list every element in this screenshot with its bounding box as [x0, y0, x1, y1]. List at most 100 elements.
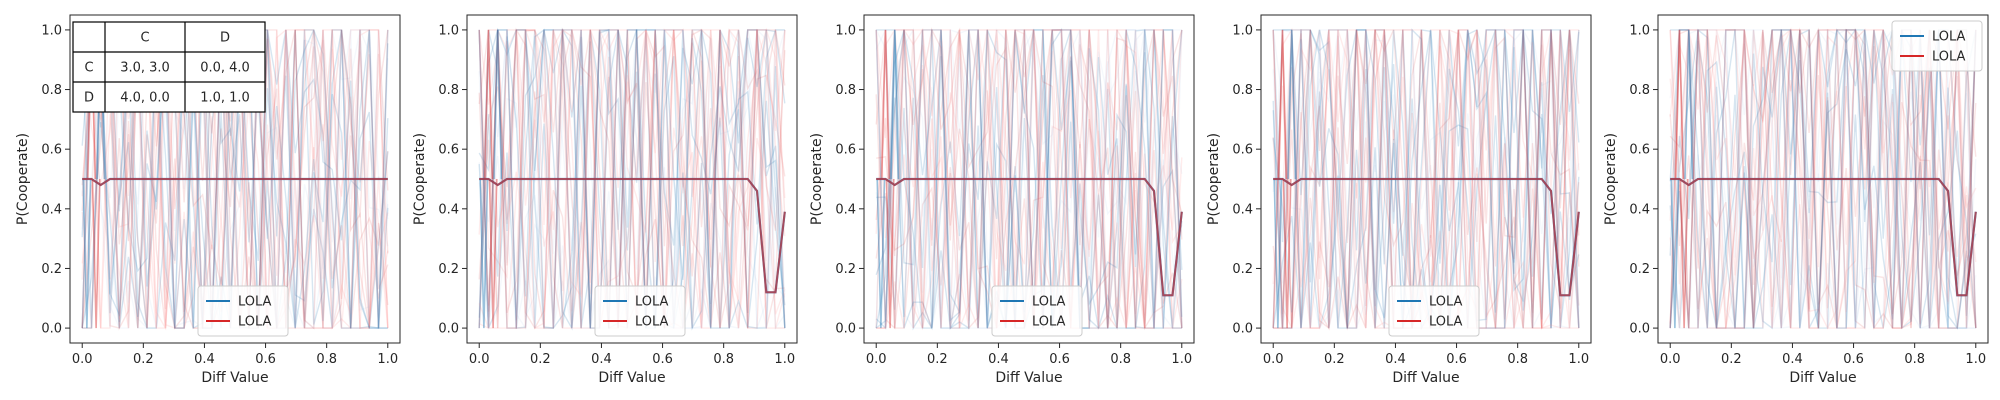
x-tick-label: 1.0 [1965, 352, 1986, 367]
background-trace [478, 29, 786, 329]
legend-label: LOLA [635, 295, 669, 310]
spike-trace [488, 178, 498, 329]
legend-label: LOLA [1032, 315, 1066, 330]
background-trace [1669, 27, 1977, 329]
y-tick-label: 0.8 [41, 83, 62, 98]
x-axis-label: Diff Value [598, 370, 665, 386]
background-trace [478, 29, 786, 329]
background-trace [1272, 28, 1580, 329]
table-cell: 1.0, 1.0 [200, 91, 250, 106]
legend: LOLA LOLA [594, 285, 686, 337]
background-trace [478, 29, 786, 330]
legend-box [1891, 20, 1983, 72]
x-tick-label: 0.4 [1782, 352, 1803, 367]
y-tick-label: 0.8 [835, 83, 856, 98]
background-trace [1669, 29, 1977, 330]
x-tick-label: 0.4 [1385, 352, 1406, 367]
legend: LOLA LOLA [991, 285, 1083, 337]
y-tick-label: 0.4 [41, 202, 62, 217]
y-tick-label: 0.0 [438, 322, 459, 337]
spike-trace [1670, 178, 1680, 329]
subplot-2: 0.0 0.2 0.4 0.6 0.8 1.0 0.0 0.2 0.4 0.6 0.8 1.0 Diff… [412, 14, 798, 386]
background-trace [1669, 29, 1977, 329]
x-tick-label: 0.0 [1660, 352, 1681, 367]
x-tick-label: 0.6 [1049, 352, 1070, 367]
legend-box [197, 285, 289, 337]
x-tick-label: 0.6 [1843, 352, 1864, 367]
table-col-header: C [140, 31, 149, 46]
table-cell: 3.0, 3.0 [120, 61, 170, 76]
background-trace [875, 29, 1183, 329]
background-trace [478, 28, 786, 329]
x-tick-label: 0.0 [1263, 352, 1284, 367]
x-tick-label: 0.0 [72, 352, 93, 367]
spike-trace [1684, 29, 1694, 180]
background-trace [82, 29, 389, 329]
subplot-1: 0.0 0.2 0.4 0.6 0.8 1.0 0.0 0.2 0.4 0.6 0.8 1.0 Diff… [15, 14, 401, 386]
y-axis-label: P(Cooperate) [1603, 133, 1619, 225]
table-cell: 4.0, 0.0 [120, 91, 170, 106]
background-trace [1669, 29, 1977, 330]
spike-trace [890, 29, 900, 180]
legend-label: LOLA [1429, 295, 1463, 310]
legend-box [1388, 285, 1480, 337]
x-tick-label: 0.6 [1446, 352, 1467, 367]
spike-trace [82, 178, 92, 329]
background-trace [478, 29, 785, 330]
background-trace [876, 29, 1183, 329]
y-tick-label: 1.0 [438, 23, 459, 38]
x-tick-label: 0.2 [1721, 352, 1742, 367]
background-trace [875, 29, 1182, 329]
background-trace [478, 28, 786, 329]
legend-label: LOLA [1429, 315, 1463, 330]
spike-trace [479, 178, 489, 329]
y-tick-label: 0.4 [835, 202, 856, 217]
y-axis-label: P(Cooperate) [15, 133, 31, 225]
table-cell: 0.0, 4.0 [200, 61, 250, 76]
x-tick-label: 1.0 [774, 352, 795, 367]
y-tick-label: 0.0 [835, 322, 856, 337]
x-axis-label: Diff Value [1789, 370, 1856, 386]
background-trace [81, 29, 389, 329]
y-axis-label: P(Cooperate) [412, 133, 428, 225]
x-tick-label: 0.0 [866, 352, 887, 367]
spike-trace [493, 29, 503, 180]
x-axis-label: Diff Value [1392, 370, 1459, 386]
x-axis-label: Diff Value [995, 370, 1062, 386]
background-trace [1272, 29, 1580, 329]
payoff-table: C DC 3.0, 3.0 0.0, 4.0D 4.0, 0.0 1.0, 1.0 [72, 21, 266, 113]
x-tick-label: 0.2 [927, 352, 948, 367]
y-tick-label: 1.0 [1629, 23, 1650, 38]
legend-label: LOLA [238, 315, 272, 330]
background-trace [1669, 29, 1976, 329]
background-trace [1669, 29, 1976, 329]
y-tick-label: 0.2 [438, 262, 459, 277]
background-trace [1669, 28, 1977, 329]
x-tick-label: 0.8 [1507, 352, 1528, 367]
x-tick-label: 0.8 [713, 352, 734, 367]
legend-box [594, 285, 686, 337]
y-tick-label: 0.2 [1629, 262, 1650, 277]
x-tick-label: 1.0 [1171, 352, 1192, 367]
background-trace [478, 27, 786, 329]
subplot-5: 0.0 0.2 0.4 0.6 0.8 1.0 0.0 0.2 0.4 0.6 0.8 1.0 Diff… [1603, 14, 1989, 386]
x-tick-label: 0.6 [255, 352, 276, 367]
background-trace [478, 29, 785, 329]
axes-frame [863, 14, 1195, 344]
background-trace [81, 29, 389, 329]
spike-trace [881, 29, 890, 180]
background-trace [478, 29, 786, 331]
background-trace [478, 29, 786, 329]
background-trace [1669, 28, 1977, 329]
legend: LOLA LOLA [197, 285, 289, 337]
y-tick-label: 0.0 [1232, 322, 1253, 337]
background-trace [81, 29, 389, 329]
axes-frame [1260, 14, 1592, 344]
background-trace [1273, 29, 1580, 329]
axes-frame [69, 14, 401, 344]
x-tick-label: 0.4 [591, 352, 612, 367]
x-tick-label: 0.8 [316, 352, 337, 367]
y-tick-label: 0.8 [438, 83, 459, 98]
background-trace [876, 29, 1183, 329]
background-trace [1273, 29, 1580, 329]
